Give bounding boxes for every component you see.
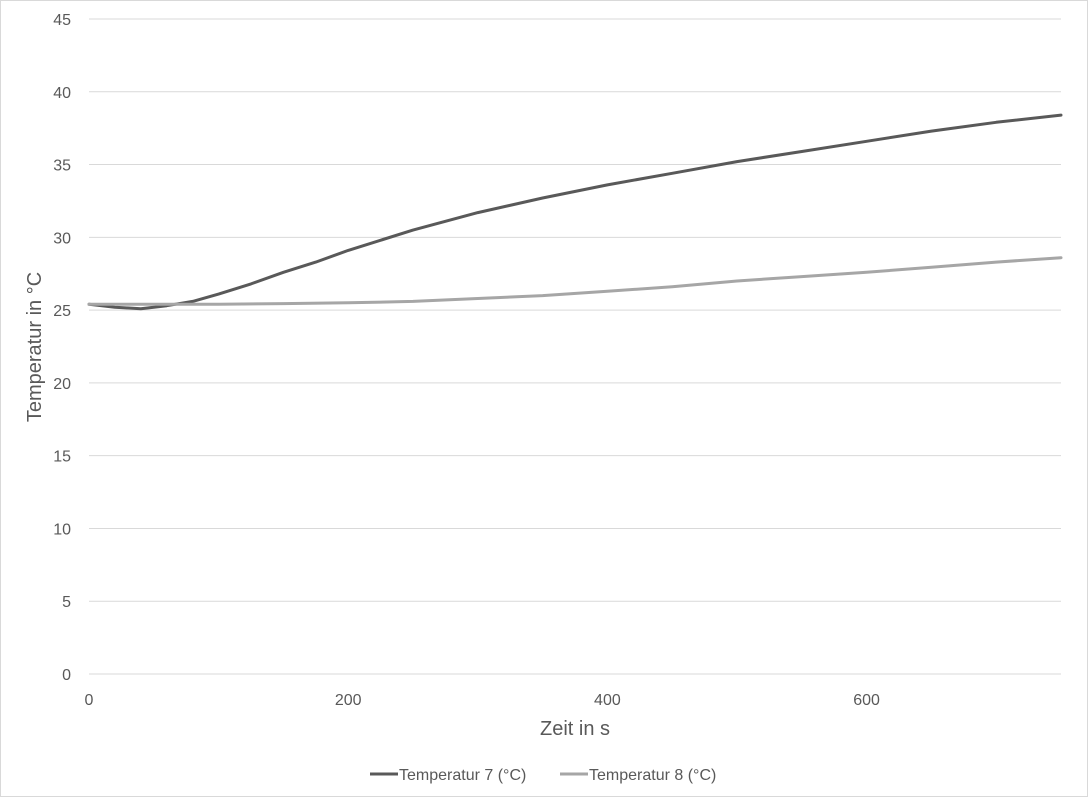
- legend-label-1: Temperatur 7 (°C): [399, 767, 526, 784]
- y-tick-label: 45: [53, 12, 71, 29]
- x-axis-tick-labels: 0 200 400 600: [85, 692, 880, 709]
- y-tick-label: 30: [53, 230, 71, 247]
- gridlines: [89, 18, 1061, 675]
- y-tick-label: 0: [62, 667, 71, 684]
- x-tick-label: 0: [85, 692, 94, 709]
- y-axis-title: Temperatur in °C: [24, 272, 46, 422]
- y-tick-label: 5: [62, 594, 71, 611]
- series-line-1: [87, 113, 1063, 311]
- x-tick-label: 600: [853, 692, 880, 709]
- x-tick-label: 400: [594, 692, 621, 709]
- y-tick-label: 15: [53, 449, 71, 466]
- legend: Temperatur 7 (°C) Temperatur 8 (°C): [370, 767, 716, 784]
- legend-label-2: Temperatur 8 (°C): [589, 767, 716, 784]
- y-axis-tick-labels: 0 5 10 15 20 25 30 35 40 45: [53, 12, 71, 684]
- series-lines: [87, 113, 1063, 311]
- y-tick-label: 40: [53, 85, 71, 102]
- y-tick-label: 10: [53, 521, 71, 538]
- y-tick-label: 25: [53, 303, 71, 320]
- x-tick-label: 200: [335, 692, 362, 709]
- series-line-2: [87, 256, 1063, 306]
- y-tick-label: 20: [53, 376, 71, 393]
- x-axis-title: Zeit in s: [540, 718, 610, 740]
- y-tick-label: 35: [53, 158, 71, 175]
